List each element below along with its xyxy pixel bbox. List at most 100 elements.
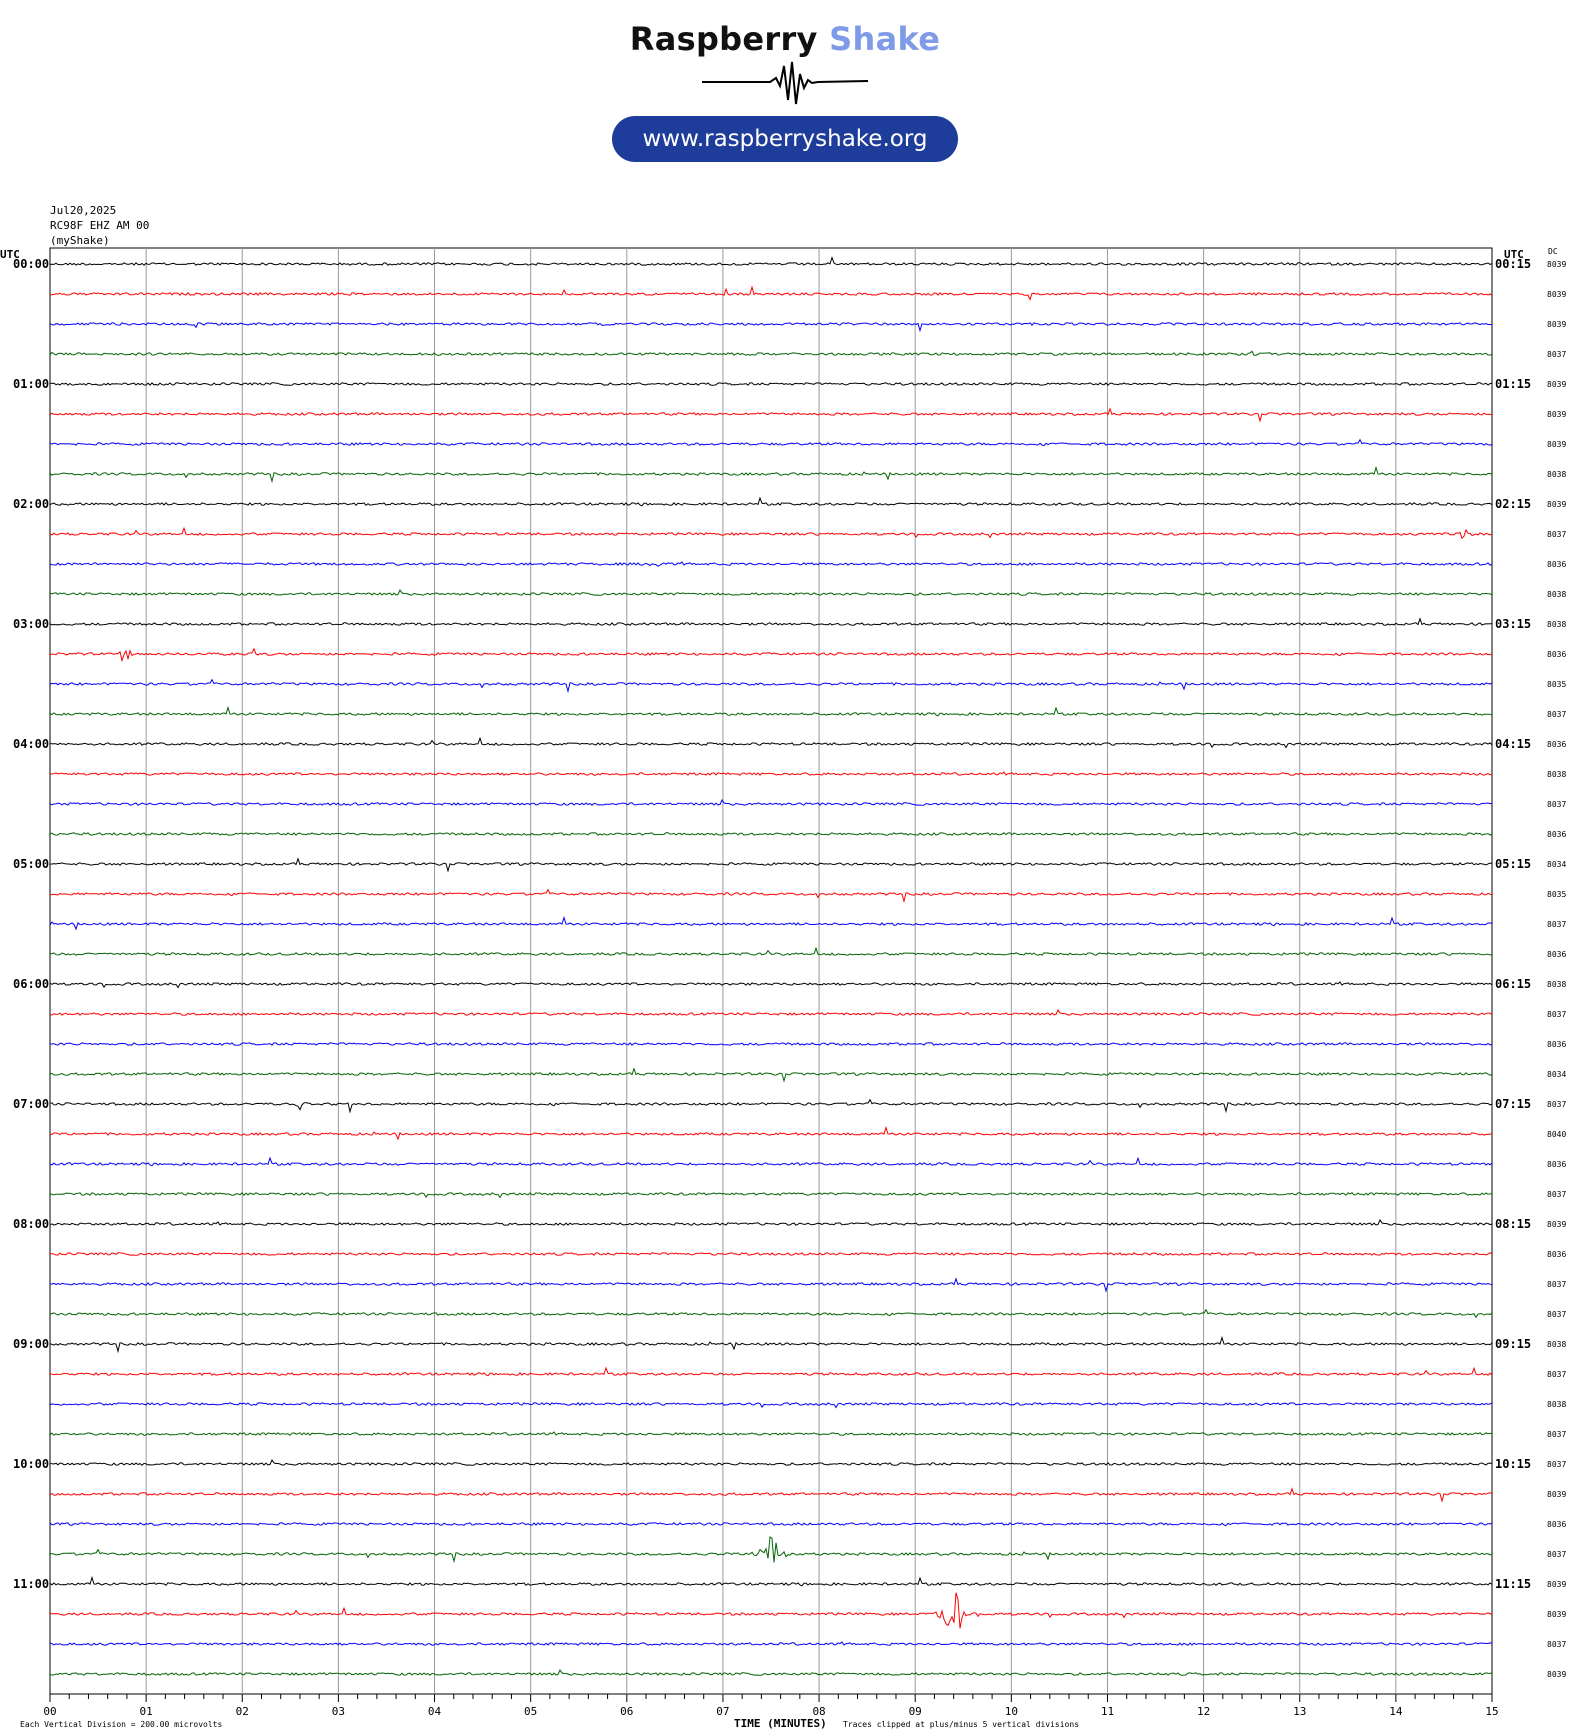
x-tick-label: 10 [1005, 1705, 1018, 1718]
clipping-note: Traces clipped at plus/minus 5 vertical … [843, 1720, 1079, 1729]
dc-value-label: 8034 [1547, 1070, 1566, 1079]
dc-value-label: 8036 [1547, 950, 1566, 959]
website-url-badge[interactable]: www.raspberryshake.org [612, 116, 958, 162]
dc-value-label: 8037 [1547, 1010, 1566, 1019]
trace-row-7 [49, 465, 1493, 484]
trace-row-41 [49, 1487, 1492, 1503]
trace-row-17 [49, 771, 1492, 776]
dc-value-label: 8039 [1547, 1670, 1566, 1679]
trace-row-38 [49, 1402, 1493, 1409]
dc-value-label: 8036 [1547, 1040, 1566, 1049]
right-time-label: 02:15 [1495, 497, 1531, 511]
helicorder-plot: 8039 8039 8039 8037 8039 8039 8039 8038 8039 8037… [0, 247, 1566, 1730]
trace-row-36 [49, 1335, 1493, 1354]
left-time-label: 05:00 [13, 857, 49, 871]
right-time-label: 11:15 [1495, 1577, 1531, 1591]
trace-row-2 [49, 322, 1492, 333]
trace-row-30 [49, 1156, 1493, 1167]
trace-row-28 [49, 1098, 1493, 1114]
x-tick-label: 05 [524, 1705, 537, 1718]
plot-frame [49, 247, 1493, 1695]
x-tick-label: 12 [1197, 1705, 1210, 1718]
brand-part2: Shake [829, 20, 941, 58]
dc-value-label: 8039 [1547, 410, 1566, 419]
dc-value-label: 8039 [1547, 320, 1566, 329]
trace-row-20 [49, 857, 1493, 873]
dc-value-label: 8036 [1547, 830, 1566, 839]
x-tick-label: 07 [716, 1705, 729, 1718]
left-time-label: 08:00 [13, 1217, 49, 1231]
time-gridlines [49, 247, 1493, 1702]
left-time-label: 01:00 [13, 377, 49, 391]
dc-title: DC [1548, 247, 1558, 256]
trace-row-21 [49, 888, 1493, 904]
right-time-label: 08:15 [1495, 1217, 1531, 1231]
trace-row-32 [49, 1218, 1493, 1226]
left-time-label: 11:00 [13, 1577, 49, 1591]
raspberry-shake-logo: Raspberry Shake www.raspberryshake.org [0, 0, 1570, 180]
dc-value-label: 8036 [1547, 740, 1566, 749]
right-time-label: 10:15 [1495, 1457, 1531, 1471]
trace-row-46 [49, 1641, 1493, 1646]
x-tick-label: 01 [140, 1705, 153, 1718]
right-time-label: 04:15 [1495, 737, 1531, 751]
left-axis-title: UTC [0, 248, 20, 261]
dc-value-label: 8039 [1547, 260, 1566, 269]
dc-value-label: 8037 [1547, 920, 1566, 929]
trace-row-37 [49, 1366, 1493, 1377]
dc-value-label: 8039 [1547, 500, 1566, 509]
dc-value-label: 8037 [1547, 1100, 1566, 1109]
trace-row-19 [49, 832, 1493, 836]
record-date: Jul20,2025 [50, 204, 117, 217]
dc-value-label: 8037 [1547, 350, 1566, 359]
x-axis-title: TIME (MINUTES) [734, 1717, 827, 1730]
dc-value-label: 8038 [1547, 980, 1566, 989]
trace-row-39 [49, 1431, 1493, 1436]
trace-row-23 [49, 946, 1493, 956]
left-time-label: 10:00 [13, 1457, 49, 1471]
dc-value-label: 8035 [1547, 890, 1566, 899]
seismogram-logo-icon [702, 61, 869, 105]
seismic-traces [49, 256, 1493, 1676]
station-id: RC98F EHZ AM 00 [50, 219, 150, 232]
left-time-label: 02:00 [13, 497, 49, 511]
dc-value-label: 8040 [1547, 1130, 1566, 1139]
right-axis-title: UTC [1504, 248, 1524, 261]
x-tick-label: 14 [1389, 1705, 1403, 1718]
trace-row-22 [49, 915, 1493, 931]
dc-value-label: 8037 [1547, 710, 1566, 719]
left-time-label: 09:00 [13, 1337, 49, 1351]
dc-value-label: 8037 [1547, 1190, 1566, 1199]
left-time-label: 03:00 [13, 617, 49, 631]
dc-value-label: 8039 [1547, 1580, 1566, 1589]
left-time-label: 07:00 [13, 1097, 49, 1111]
axis-labels: 8039 8039 8039 8037 8039 8039 8039 8038 8039 8037… [0, 247, 1566, 1730]
dc-value-label: 8038 [1547, 470, 1566, 479]
right-time-label: 07:15 [1495, 1097, 1531, 1111]
x-tick-label: 04 [428, 1705, 442, 1718]
dc-value-label: 8036 [1547, 1160, 1566, 1169]
trace-row-4 [49, 382, 1493, 386]
trace-row-5 [49, 407, 1493, 423]
right-time-label: 05:15 [1495, 857, 1531, 871]
x-tick-label: 13 [1293, 1705, 1306, 1718]
left-time-label: 04:00 [13, 737, 49, 751]
trace-row-16 [49, 736, 1493, 749]
trace-row-31 [49, 1192, 1493, 1199]
trace-row-25 [49, 1008, 1493, 1016]
trace-row-15 [49, 705, 1493, 717]
x-tick-label: 03 [332, 1705, 345, 1718]
trace-row-34 [49, 1277, 1493, 1293]
x-tick-label: 09 [909, 1705, 922, 1718]
right-time-label: 03:15 [1495, 617, 1531, 631]
dc-value-label: 8036 [1547, 1250, 1566, 1259]
trace-row-8 [49, 496, 1493, 507]
dc-value-label: 8039 [1547, 380, 1566, 389]
right-time-label: 09:15 [1495, 1337, 1531, 1351]
dc-value-label: 8036 [1547, 560, 1566, 569]
trace-row-29 [50, 1125, 1493, 1141]
trace-row-0 [49, 256, 1493, 266]
dc-value-label: 8037 [1547, 1430, 1566, 1439]
dc-value-label: 8037 [1547, 1550, 1566, 1559]
trace-row-9 [49, 526, 1493, 540]
